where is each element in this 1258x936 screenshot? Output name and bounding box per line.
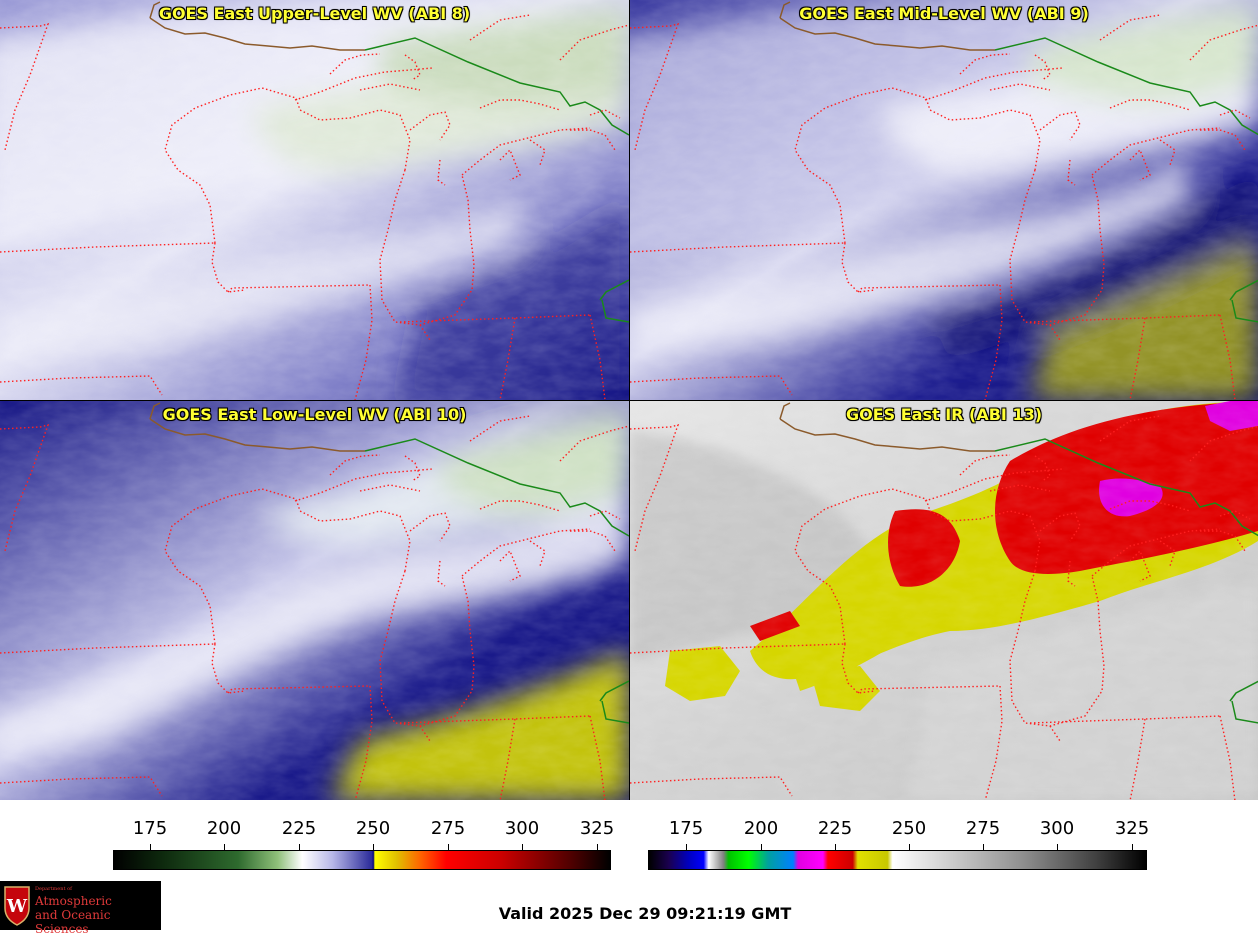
colorbar-ir: 175 200 225 250 275 300 325	[648, 818, 1150, 870]
panel-title: GOES East IR (ABI 13)	[845, 405, 1043, 424]
ir-image	[630, 401, 1258, 800]
colorbar-tick	[522, 844, 523, 850]
colorbar-tick-label: 325	[579, 818, 615, 839]
colorbar-tick-label: 250	[891, 818, 927, 839]
colorbar-tick-label: 175	[668, 818, 704, 839]
colorbar-wv: 175 200 225 250 275 300 325	[113, 818, 615, 870]
upper-wv-image	[0, 0, 629, 400]
colorbar-tick	[150, 844, 151, 850]
panel-upper-wv: GOES East Upper-Level WV (ABI 8)	[0, 0, 629, 400]
colorbar-tick	[686, 844, 687, 850]
colorbar-ir-gradient	[648, 850, 1147, 870]
panel-title: GOES East Upper-Level WV (ABI 8)	[158, 4, 471, 23]
colorbar-tick	[761, 844, 762, 850]
mid-wv-image	[630, 0, 1258, 400]
colorbar-tick-label: 275	[430, 818, 466, 839]
aos-logo: W Department of Atmospheric and Oceanic …	[0, 881, 161, 936]
colorbar-tick-label: 300	[1039, 818, 1075, 839]
colorbar-tick	[224, 844, 225, 850]
panel-title: GOES East Low-Level WV (ABI 10)	[162, 405, 467, 424]
colorbar-tick	[597, 844, 598, 850]
colorbar-tick-label: 275	[965, 818, 1001, 839]
logo-line-1: Atmospheric	[35, 894, 112, 908]
colorbar-tick-label: 300	[504, 818, 540, 839]
colorbar-tick-label: 250	[355, 818, 391, 839]
logo-small-text: Department of	[35, 886, 72, 892]
valid-time-label: Valid 2025 Dec 29 09:21:19 GMT	[498, 904, 792, 923]
colorbar-tick-label: 225	[281, 818, 317, 839]
panel-title: GOES East Mid-Level WV (ABI 9)	[799, 4, 1089, 23]
svg-text:W: W	[6, 896, 28, 917]
colorbar-tick	[1057, 844, 1058, 850]
colorbar-tick	[448, 844, 449, 850]
colorbar-tick	[373, 844, 374, 850]
colorbar-tick	[299, 844, 300, 850]
colorbar-tick-label: 225	[817, 818, 853, 839]
colorbar-tick	[835, 844, 836, 850]
panel-low-wv: GOES East Low-Level WV (ABI 10)	[0, 401, 629, 800]
colorbar-tick-label: 200	[206, 818, 242, 839]
uw-crest-icon: W	[4, 886, 30, 926]
logo-line-2: and Oceanic Sciences	[35, 908, 111, 936]
colorbar-wv-gradient	[113, 850, 611, 870]
colorbar-tick-label: 325	[1114, 818, 1150, 839]
low-wv-image	[0, 401, 629, 800]
colorbar-tick-label: 175	[132, 818, 168, 839]
colorbar-tick	[909, 844, 910, 850]
panel-mid-wv: GOES East Mid-Level WV (ABI 9)	[630, 0, 1258, 400]
colorbar-tick	[1132, 844, 1133, 850]
panel-ir: GOES East IR (ABI 13)	[630, 401, 1258, 800]
colorbar-tick-label: 200	[743, 818, 779, 839]
colorbar-tick	[983, 844, 984, 850]
panel-divider-horizontal	[0, 400, 1258, 401]
